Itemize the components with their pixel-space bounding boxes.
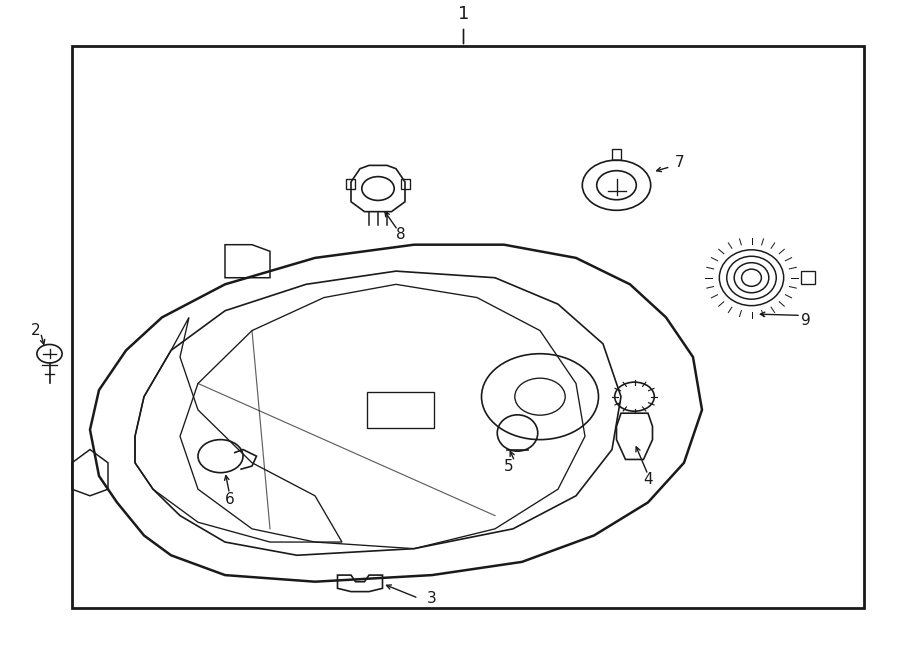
Text: 6: 6 [225, 492, 234, 506]
Text: 3: 3 [428, 591, 436, 605]
Text: 8: 8 [396, 227, 405, 243]
Text: 7: 7 [675, 155, 684, 170]
Bar [367, 392, 434, 428]
Text: 1: 1 [458, 5, 469, 23]
Text: 9: 9 [801, 313, 810, 328]
Text: 2: 2 [32, 323, 40, 338]
Text: 5: 5 [504, 459, 513, 473]
Text: 4: 4 [644, 472, 652, 486]
